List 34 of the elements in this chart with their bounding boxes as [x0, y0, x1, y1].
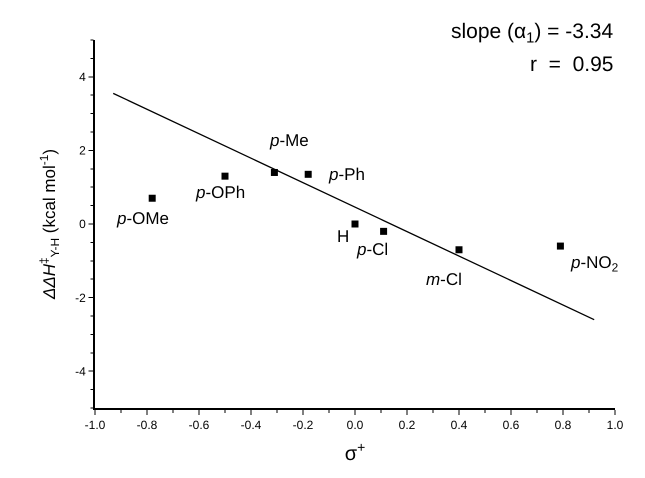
x-tick-label: 0.4	[450, 418, 468, 432]
x-tick-label: -0.6	[188, 418, 210, 432]
annotation: p-OMe	[116, 209, 169, 228]
y-tick-label: 0	[79, 217, 86, 232]
x-axis-title: σ$^{+}$	[344, 438, 366, 466]
annotation: r = 0.95	[530, 53, 614, 76]
point	[148, 194, 156, 202]
point	[222, 172, 228, 180]
annotation: H	[337, 227, 350, 246]
y-tick-label: -2	[75, 290, 86, 305]
x-tick-label: 0.0	[346, 418, 364, 432]
x-tick-label: -0.8	[136, 418, 158, 432]
annotation: m-Cl	[426, 270, 462, 289]
annotation: p-Ph	[328, 165, 365, 184]
x-tick-label: -0.2	[292, 418, 314, 432]
x-tick-label: -0.4	[240, 418, 262, 432]
y-tick-label: 2	[79, 144, 86, 158]
x-tick-label: 0.8	[554, 418, 572, 432]
annotation: p-NO$_{2}$	[570, 253, 619, 275]
x-tick-label: -1.0	[84, 418, 106, 432]
annotation: p-OPh	[195, 183, 246, 202]
annotation: p-Me	[269, 131, 309, 150]
point	[456, 246, 462, 254]
point	[304, 170, 312, 178]
point	[380, 228, 388, 235]
annotation: slope (α$_{1}$) = -3.34	[451, 20, 614, 46]
y-tick-label: -4	[75, 364, 86, 378]
annotation: p-Cl	[356, 240, 388, 259]
point	[352, 220, 358, 228]
y-tick-label: 4	[79, 70, 86, 84]
point	[556, 242, 564, 250]
x-tick-label: 1.0	[606, 418, 624, 432]
x-tick-label: 0.6	[502, 418, 520, 432]
x-tick-label: 0.2	[398, 418, 416, 432]
